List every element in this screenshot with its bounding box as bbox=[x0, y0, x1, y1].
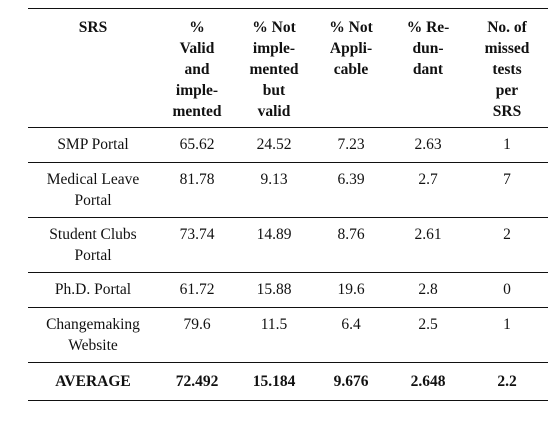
average-not-applicable: 9.676 bbox=[312, 362, 390, 401]
cell-missed-tests: 7 bbox=[466, 162, 548, 218]
header-line: % Not bbox=[252, 19, 296, 36]
header-line: cable bbox=[333, 61, 369, 78]
cell-not-applicable: 7.23 bbox=[312, 127, 390, 163]
table-body: SMP Portal 65.62 24.52 7.23 2.63 1 Medic… bbox=[28, 127, 548, 401]
table-row: SMP Portal 65.62 24.52 7.23 2.63 1 bbox=[28, 127, 548, 163]
header-line: mented bbox=[249, 61, 299, 78]
cell-srs: Changemaking Website bbox=[28, 307, 158, 363]
header-line: Valid bbox=[179, 40, 215, 57]
table-header: SRS % Valid and imple- mented % Not impl… bbox=[28, 8, 548, 128]
cell-valid: 61.72 bbox=[158, 272, 236, 308]
cell-not-applicable: 19.6 bbox=[312, 272, 390, 308]
cell-missed-tests: 1 bbox=[466, 127, 548, 163]
results-table-container: SRS % Valid and imple- mented % Not impl… bbox=[28, 8, 548, 401]
table-row: Student Clubs Portal 73.74 14.89 8.76 2.… bbox=[28, 217, 548, 273]
header-line: but bbox=[262, 82, 286, 99]
header-valid-implemented: % Valid and imple- mented bbox=[158, 8, 236, 128]
cell-missed-tests: 1 bbox=[466, 307, 548, 363]
header-line: dun- bbox=[412, 40, 444, 57]
header-line: No. of bbox=[487, 19, 527, 36]
table-row: Medical Leave Portal 81.78 9.13 6.39 2.7… bbox=[28, 162, 548, 218]
header-line: Appli- bbox=[329, 40, 373, 57]
header-line: tests bbox=[492, 61, 522, 78]
cell-redundant: 2.63 bbox=[390, 127, 466, 163]
header-not-applicable: % Not Appli- cable bbox=[312, 8, 390, 128]
header-line: SRS bbox=[492, 103, 522, 120]
srs-name-line: Ph.D. Portal bbox=[54, 281, 132, 298]
header-srs: SRS bbox=[28, 8, 158, 128]
cell-redundant: 2.8 bbox=[390, 272, 466, 308]
header-line: valid bbox=[257, 103, 291, 120]
header-line: per bbox=[495, 82, 519, 99]
header-line: imple- bbox=[252, 40, 296, 57]
cell-valid: 79.6 bbox=[158, 307, 236, 363]
cell-not-implemented: 24.52 bbox=[236, 127, 312, 163]
cell-redundant: 2.61 bbox=[390, 217, 466, 273]
header-line: imple- bbox=[175, 82, 219, 99]
header-row: SRS % Valid and imple- mented % Not impl… bbox=[28, 8, 548, 128]
srs-name-line: Medical Leave bbox=[46, 171, 140, 188]
header-line: % Not bbox=[329, 19, 373, 36]
header-line: missed bbox=[484, 40, 530, 57]
header-not-implemented-valid: % Not imple- mented but valid bbox=[236, 8, 312, 128]
srs-name-line: Student Clubs bbox=[49, 226, 137, 243]
cell-srs: Ph.D. Portal bbox=[28, 272, 158, 308]
cell-srs: SMP Portal bbox=[28, 127, 158, 163]
cell-not-implemented: 15.88 bbox=[236, 272, 312, 308]
header-missed-tests: No. of missed tests per SRS bbox=[466, 8, 548, 128]
header-redundant: % Re- dun- dant bbox=[390, 8, 466, 128]
header-line: mented bbox=[172, 103, 222, 120]
srs-results-table: SRS % Valid and imple- mented % Not impl… bbox=[28, 8, 548, 401]
cell-not-implemented: 11.5 bbox=[236, 307, 312, 363]
average-redundant: 2.648 bbox=[390, 362, 466, 401]
srs-name-line: SMP Portal bbox=[57, 136, 129, 153]
table-row: Ph.D. Portal 61.72 15.88 19.6 2.8 0 bbox=[28, 272, 548, 308]
header-line: % Re- bbox=[406, 19, 450, 36]
cell-not-applicable: 6.4 bbox=[312, 307, 390, 363]
header-line: % bbox=[189, 19, 205, 36]
cell-valid: 81.78 bbox=[158, 162, 236, 218]
cell-redundant: 2.7 bbox=[390, 162, 466, 218]
cell-missed-tests: 2 bbox=[466, 217, 548, 273]
cell-valid: 65.62 bbox=[158, 127, 236, 163]
srs-name-line: Portal bbox=[74, 247, 112, 264]
cell-redundant: 2.5 bbox=[390, 307, 466, 363]
average-label: AVERAGE bbox=[28, 362, 158, 401]
header-line: and bbox=[184, 61, 210, 78]
cell-not-implemented: 9.13 bbox=[236, 162, 312, 218]
cell-not-implemented: 14.89 bbox=[236, 217, 312, 273]
srs-name-line: Website bbox=[68, 337, 118, 354]
cell-not-applicable: 6.39 bbox=[312, 162, 390, 218]
cell-srs: Medical Leave Portal bbox=[28, 162, 158, 218]
header-srs-line: SRS bbox=[78, 19, 108, 36]
header-line: dant bbox=[412, 61, 444, 78]
srs-name-line: Changemaking bbox=[46, 316, 140, 333]
average-valid: 72.492 bbox=[158, 362, 236, 401]
cell-missed-tests: 0 bbox=[466, 272, 548, 308]
average-not-implemented: 15.184 bbox=[236, 362, 312, 401]
table-row: Changemaking Website 79.6 11.5 6.4 2.5 1 bbox=[28, 307, 548, 363]
cell-not-applicable: 8.76 bbox=[312, 217, 390, 273]
average-missed-tests: 2.2 bbox=[466, 362, 548, 401]
cell-srs: Student Clubs Portal bbox=[28, 217, 158, 273]
average-row: AVERAGE 72.492 15.184 9.676 2.648 2.2 bbox=[28, 362, 548, 401]
cell-valid: 73.74 bbox=[158, 217, 236, 273]
srs-name-line: Portal bbox=[74, 192, 112, 209]
